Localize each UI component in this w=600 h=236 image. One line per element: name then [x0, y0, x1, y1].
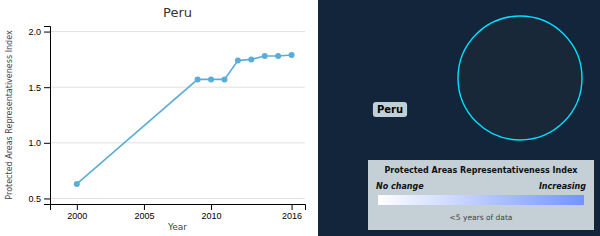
x-axis-title: Year — [167, 222, 187, 232]
x-tick-mark — [144, 204, 145, 210]
point — [74, 181, 80, 187]
y-tick-mark — [44, 198, 50, 199]
grid — [50, 32, 305, 199]
point — [195, 76, 201, 82]
x-axis-line — [51, 205, 306, 211]
legend-right-label: Increasing — [539, 182, 586, 191]
map-label-group: Peru — [373, 102, 407, 117]
title: Peru — [163, 5, 192, 20]
x-tick-mark — [211, 204, 212, 210]
x-tick: 2005 — [134, 204, 154, 221]
y-tick-mark — [44, 32, 50, 33]
x-tick-mark — [292, 204, 293, 210]
plot-area — [74, 52, 295, 187]
y-tick: 1.0 — [28, 138, 50, 148]
point — [262, 53, 268, 59]
map-panel: Peru Protected Areas Representativeness I… — [318, 0, 600, 236]
grid-line — [50, 31, 305, 32]
map-label: Peru — [377, 104, 403, 115]
x-tick-label: 2005 — [134, 211, 154, 221]
legend-left-label: No change — [376, 182, 424, 191]
y-tick-label: 0.5 — [28, 194, 41, 204]
y-axis-title: Protected Areas Representativeness Index — [5, 30, 14, 200]
x-tick-mark — [77, 204, 78, 210]
chart: 2000 2005 2010 2016 0.5 1.0 1.5 2.0 Peru Year Prot… — [0, 0, 600, 236]
y-tick: 2.0 — [28, 27, 50, 37]
map-background — [318, 0, 600, 236]
legend-gradient — [378, 195, 584, 205]
y-axis: 0.5 1.0 1.5 2.0 — [28, 27, 50, 205]
y-tick-label: 1.0 — [28, 138, 41, 148]
x-tick-label: 2010 — [202, 211, 222, 221]
x-tick: 2000 — [67, 204, 87, 221]
grid-line — [50, 87, 305, 88]
y-axis-line — [44, 27, 51, 205]
point — [289, 52, 295, 58]
y-tick: 0.5 — [28, 194, 50, 204]
x-tick-label: 2016 — [282, 211, 302, 221]
grid-line — [50, 142, 305, 143]
y-tick-label: 1.5 — [28, 83, 41, 93]
grid-line — [50, 198, 305, 199]
x-axis: 2000 2005 2010 2016 — [51, 204, 306, 221]
y-tick-mark — [44, 143, 50, 144]
x-tick-label: 2000 — [67, 211, 87, 221]
x-tick: 2016 — [282, 204, 302, 221]
line — [77, 55, 292, 184]
point — [275, 53, 281, 59]
inset-circle — [458, 16, 582, 140]
point — [208, 76, 214, 82]
x-tick: 2010 — [202, 204, 222, 221]
legend-background — [368, 160, 594, 230]
point — [235, 57, 241, 63]
map-label-box — [373, 102, 407, 117]
map-legend: Protected Areas Representativeness Index… — [368, 160, 594, 230]
y-tick-mark — [44, 87, 50, 88]
point — [221, 76, 227, 82]
y-tick: 1.5 — [28, 83, 50, 93]
point — [248, 56, 254, 62]
legend-note: <5 years of data — [450, 213, 513, 222]
y-tick-label: 2.0 — [28, 27, 41, 37]
legend-title: Protected Areas Representativeness Index — [385, 166, 579, 175]
